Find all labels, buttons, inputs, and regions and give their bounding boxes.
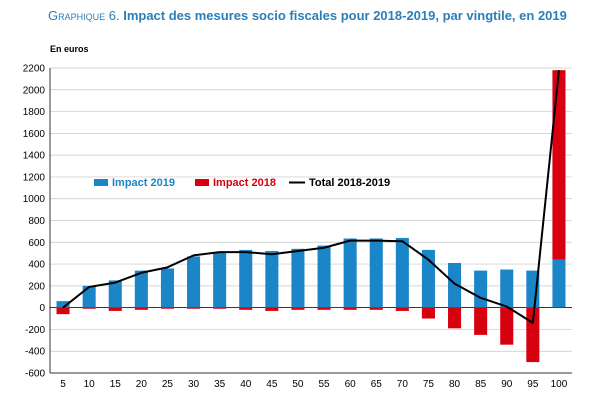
chart-title: Graphique 6. Impact des mesures socio fi… — [48, 8, 567, 23]
bar-impact-2018 — [395, 307, 409, 311]
x-tick-label: 80 — [449, 379, 461, 390]
bar-impact-2018 — [500, 307, 514, 345]
bar-impact-2019 — [395, 237, 409, 308]
bar-impact-2018 — [343, 307, 357, 310]
bar-impact-2019 — [108, 280, 122, 308]
bar-impact-2018 — [265, 307, 279, 311]
x-tick-label: 55 — [318, 379, 330, 390]
y-tick-label: 1600 — [23, 129, 46, 140]
bar-impact-2019 — [134, 270, 148, 308]
bar-impact-2019 — [291, 248, 305, 308]
bar-impact-2019 — [369, 238, 383, 308]
chart-title-text: Impact des mesures socio fiscales pour 2… — [123, 8, 567, 23]
legend-label: Total 2018-2019 — [309, 177, 390, 189]
bar-impact-2019 — [552, 259, 566, 308]
y-tick-label: 0 — [39, 303, 45, 314]
legend-swatch — [195, 179, 209, 186]
x-tick-label: 65 — [371, 379, 383, 390]
bar-impact-2019 — [474, 270, 488, 308]
y-tick-label: 2200 — [23, 64, 46, 75]
bar-impact-2018 — [82, 307, 96, 309]
bar-impact-2018 — [448, 307, 462, 329]
y-tick-label: 1800 — [23, 107, 46, 118]
bar-impact-2019 — [239, 249, 253, 308]
y-tick-label: 1200 — [23, 172, 46, 183]
y-tick-label: 1400 — [23, 151, 46, 162]
bar-impact-2019 — [448, 262, 462, 308]
x-tick-label: 35 — [214, 379, 226, 390]
bar-impact-2018 — [56, 307, 70, 315]
x-tick-label: 50 — [292, 379, 304, 390]
bar-impact-2019 — [187, 256, 201, 308]
y-unit-label: En euros — [50, 44, 89, 54]
bar-impact-2019 — [56, 301, 70, 308]
x-tick-label: 30 — [188, 379, 200, 390]
y-tick-label: 200 — [28, 281, 45, 292]
x-tick-label: 45 — [266, 379, 278, 390]
bar-impact-2018 — [239, 307, 253, 310]
bar-impact-2018 — [160, 307, 174, 309]
x-tick-label: 90 — [501, 379, 513, 390]
bar-impact-2019 — [160, 268, 174, 308]
x-tick-label: 60 — [345, 379, 357, 390]
x-tick-label: 100 — [551, 379, 568, 390]
bar-impact-2018 — [421, 307, 435, 319]
y-tick-label: 800 — [28, 216, 45, 227]
y-tick-label: 400 — [28, 260, 45, 271]
bar-impact-2018 — [291, 307, 305, 310]
x-tick-label: 5 — [60, 379, 66, 390]
bar-impact-2019 — [500, 269, 514, 308]
bar-impact-2018 — [213, 307, 227, 309]
y-tick-label: -600 — [25, 369, 45, 380]
bar-impact-2019 — [343, 238, 357, 308]
x-tick-label: 25 — [162, 379, 174, 390]
bar-impact-2019 — [421, 249, 435, 308]
x-tick-label: 40 — [240, 379, 252, 390]
bar-impact-2018 — [187, 307, 201, 309]
y-tick-label: -400 — [25, 347, 45, 358]
bar-impact-2018 — [369, 307, 383, 310]
legend-label: Impact 2018 — [213, 177, 276, 189]
x-tick-label: 95 — [527, 379, 539, 390]
y-tick-label: 1000 — [23, 194, 46, 205]
y-tick-label: 2000 — [23, 85, 46, 96]
bar-impact-2018 — [552, 70, 566, 260]
bar-impact-2019 — [265, 251, 279, 308]
bar-impact-2019 — [82, 285, 96, 308]
bar-impact-2018 — [108, 307, 122, 311]
bar-impact-2019 — [317, 245, 331, 308]
bar-impact-2019 — [213, 252, 227, 308]
y-tick-label: 600 — [28, 238, 45, 249]
x-tick-label: 75 — [423, 379, 435, 390]
x-tick-label: 15 — [110, 379, 122, 390]
chart-title-prefix: Graphique 6. — [48, 8, 120, 23]
bar-impact-2018 — [317, 307, 331, 310]
x-tick-label: 10 — [84, 379, 96, 390]
bar-impact-2018 — [474, 307, 488, 335]
x-tick-label: 20 — [136, 379, 148, 390]
y-tick-label: -200 — [25, 325, 45, 336]
legend-swatch — [94, 179, 108, 186]
x-tick-label: 85 — [475, 379, 487, 390]
line-total-2018-2019 — [62, 70, 560, 324]
legend-label: Impact 2019 — [112, 177, 175, 189]
bar-impact-2018 — [134, 307, 148, 310]
x-tick-label: 70 — [397, 379, 409, 390]
